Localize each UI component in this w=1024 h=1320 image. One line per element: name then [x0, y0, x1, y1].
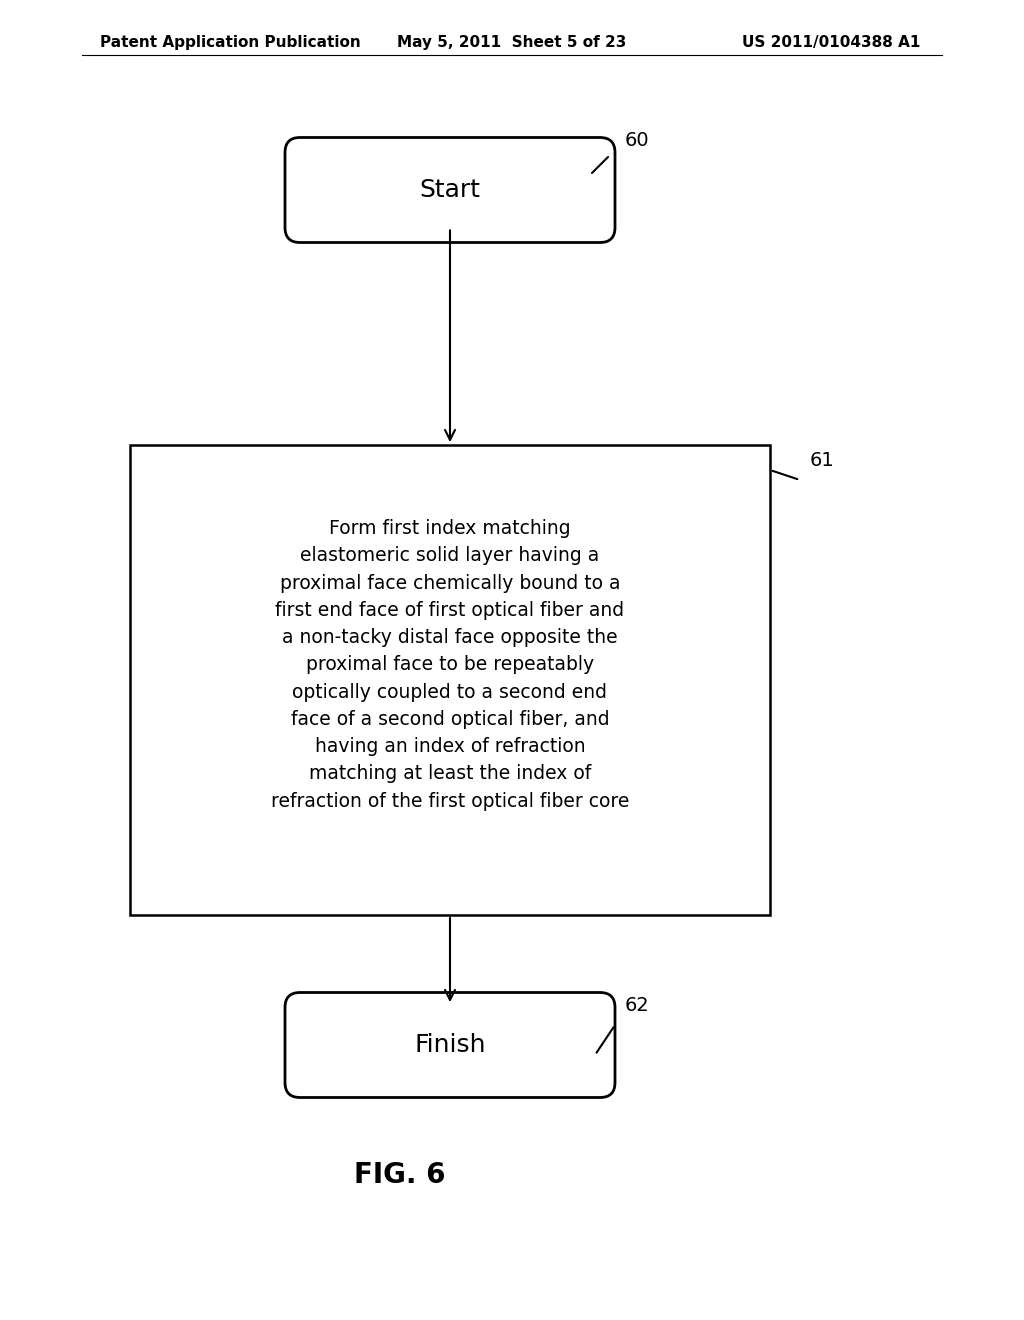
- Text: US 2011/0104388 A1: US 2011/0104388 A1: [741, 36, 920, 50]
- Text: Start: Start: [420, 178, 480, 202]
- Text: Finish: Finish: [415, 1034, 485, 1057]
- Text: FIG. 6: FIG. 6: [354, 1162, 445, 1189]
- Text: 60: 60: [625, 131, 649, 150]
- Text: Patent Application Publication: Patent Application Publication: [100, 36, 360, 50]
- Text: May 5, 2011  Sheet 5 of 23: May 5, 2011 Sheet 5 of 23: [397, 36, 627, 50]
- Bar: [130, 445, 770, 915]
- Text: 62: 62: [625, 997, 650, 1015]
- Text: 61: 61: [810, 451, 835, 470]
- FancyBboxPatch shape: [285, 137, 615, 243]
- Text: Form first index matching
elastomeric solid layer having a
proximal face chemica: Form first index matching elastomeric so…: [270, 519, 629, 810]
- FancyBboxPatch shape: [285, 993, 615, 1097]
